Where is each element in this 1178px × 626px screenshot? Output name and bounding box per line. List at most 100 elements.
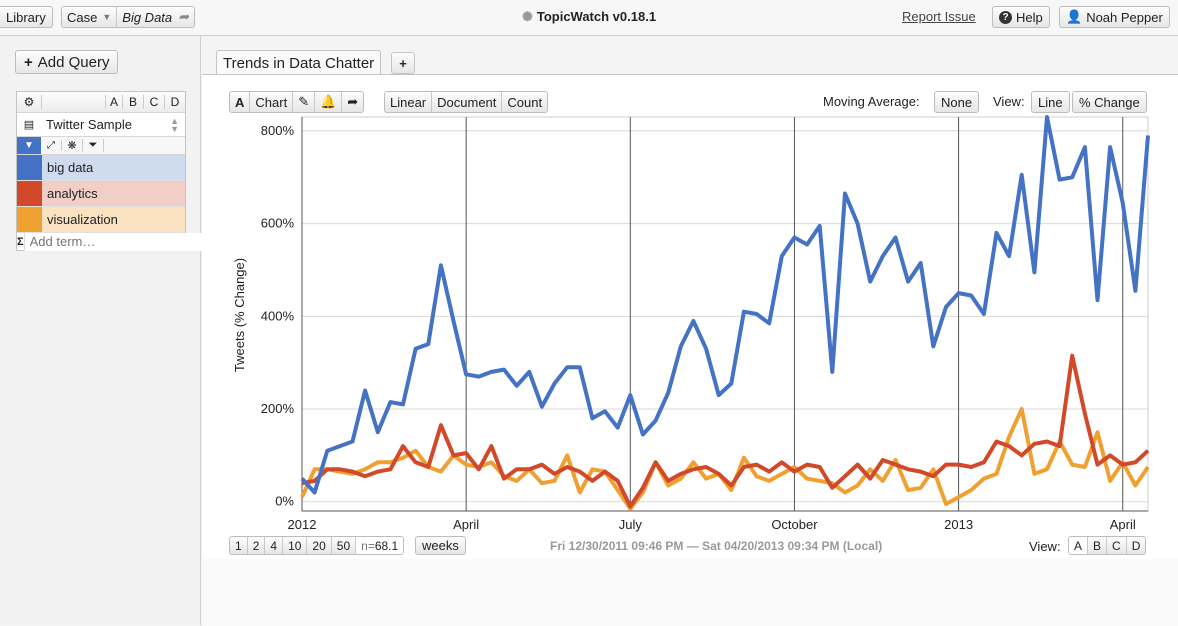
n-label: n= <box>361 538 375 553</box>
asterisk-icon[interactable]: ❋ <box>62 139 83 152</box>
term-label: analytics <box>47 186 98 201</box>
view-line-button[interactable]: Line <box>1031 91 1070 113</box>
chart-panel: A Chart ✎ 🔔 ➦ Linear Document Count Movi… <box>202 74 1178 626</box>
share-icon: ➦ <box>178 9 190 24</box>
chart-button[interactable]: Chart <box>249 92 292 112</box>
x-tick-label: April <box>453 517 479 532</box>
count-label: Count <box>507 94 543 110</box>
source-selector[interactable]: ▤ Twitter Sample ▲ ▼ <box>17 113 185 137</box>
case-name[interactable]: Big Data ➦ <box>116 7 194 27</box>
case-dropdown[interactable]: Case ▼ <box>62 7 116 27</box>
window-4-button[interactable]: 4 <box>264 537 282 554</box>
view-percent-change-button[interactable]: % Change <box>1072 91 1147 113</box>
source-name: Twitter Sample <box>46 117 132 132</box>
add-query-button[interactable]: + Add Query <box>15 50 119 74</box>
help-icon: ? <box>999 10 1012 24</box>
document-button[interactable]: Document <box>431 92 501 112</box>
filter-icon[interactable]: ⏷ <box>83 139 104 152</box>
window-n-field[interactable]: n= 68.1 <box>355 537 404 554</box>
term-row-visualization[interactable]: visualization <box>17 207 185 233</box>
window-1-button[interactable]: 1 <box>235 538 242 553</box>
column-c-button[interactable]: C <box>143 95 164 109</box>
gear-icon[interactable]: ⚙ <box>17 95 42 109</box>
overview-view-a-button[interactable]: A <box>1069 537 1088 554</box>
column-d-button[interactable]: D <box>164 95 185 109</box>
query-header: ⚙ A B C D <box>17 92 185 113</box>
collapse-chevron-icon[interactable]: ▼ <box>17 137 41 154</box>
scale-selector: Linear Document Count <box>384 91 549 113</box>
linear-button[interactable]: Linear <box>385 92 431 112</box>
overview-view-b-button[interactable]: B <box>1087 537 1106 554</box>
term-row-big-data[interactable]: big data <box>17 155 185 181</box>
overview-view-c-button[interactable]: C <box>1106 537 1126 554</box>
report-issue-link[interactable]: Report Issue <box>902 9 976 24</box>
linear-label: Linear <box>390 94 427 110</box>
sum-icon[interactable]: Σ <box>17 235 24 248</box>
series-line-analytics[interactable] <box>301 353 1150 509</box>
term-color-swatch[interactable] <box>17 155 42 180</box>
query-sidebar: + Add Query ⚙ A B C D ▤ Twitter Sample ▲ ▼… <box>0 36 208 625</box>
term-row-analytics[interactable]: analytics <box>17 181 185 207</box>
term-color-swatch[interactable] <box>17 207 42 232</box>
date-range: Fri 12/30/2011 09:46 PM — Sat 04/20/2013… <box>550 539 883 553</box>
column-b-button[interactable]: B <box>122 95 143 109</box>
share-icon[interactable]: ➦ <box>341 92 363 112</box>
overview-view-label: View: <box>1029 539 1061 554</box>
window-2-button[interactable]: 2 <box>246 537 265 554</box>
view-label: View: <box>993 94 1025 109</box>
database-icon: ▤ <box>23 119 35 131</box>
chart-label: Chart <box>255 94 288 110</box>
overview-view-d-button[interactable]: D <box>1125 537 1146 554</box>
window-10-button[interactable]: 10 <box>282 537 306 554</box>
series-line-big-data[interactable] <box>300 115 1150 495</box>
app-title-text: TopicWatch v0.18.1 <box>536 9 657 24</box>
weeks-unit-button[interactable]: weeks <box>415 536 466 555</box>
timeline-overview[interactable]: 200820102012 <box>202 559 1178 626</box>
term-tools-row: ▼ ⤢ ❋ ⏷ <box>17 137 185 155</box>
x-tick-label: October <box>771 517 818 532</box>
window-size-selector: 1 2 4 10 20 50 n= 68.1 <box>229 536 405 555</box>
x-tick-label: July <box>619 517 643 532</box>
count-button[interactable]: Count <box>501 92 547 112</box>
case-selector[interactable]: Case ▼ Big Data ➦ <box>61 6 196 28</box>
x-tick-label: April <box>1110 517 1136 532</box>
help-label: Help <box>1016 9 1043 25</box>
window-20-button[interactable]: 20 <box>306 537 330 554</box>
tab-title: Trends in Data Chatter <box>223 54 375 72</box>
moving-average-select[interactable]: None <box>934 91 980 113</box>
author-a-button[interactable]: A <box>230 92 249 112</box>
trend-chart[interactable]: 2012 April July October 2013 April 0%200%400%… <box>202 75 1178 626</box>
top-bar: Library Case ▼ Big Data ➦ ✺ TopicWatch v0.1… <box>0 0 1178 36</box>
case-name-label: Big Data <box>122 9 173 25</box>
bell-icon[interactable]: 🔔 <box>314 92 341 112</box>
document-label: Document <box>437 94 497 110</box>
query-box: ⚙ A B C D ▤ Twitter Sample ▲ ▼ ▼ ⤢ ❋ ⏷ bi… <box>16 91 208 251</box>
chart-tools: A Chart ✎ 🔔 ➦ <box>229 91 365 113</box>
term-color-swatch[interactable] <box>17 181 42 206</box>
user-name: Noah Pepper <box>1086 9 1163 25</box>
term-label: visualization <box>47 212 118 227</box>
add-term-row: Σ <box>17 232 208 251</box>
overview-background <box>202 559 1178 626</box>
wand-icon[interactable]: ⤢ <box>41 140 62 151</box>
library-button[interactable]: Library <box>0 6 53 28</box>
tab-trends[interactable]: Trends in Data Chatter <box>216 50 382 75</box>
pencil-icon[interactable]: ✎ <box>292 92 314 112</box>
author-a-label: A <box>235 94 245 110</box>
add-term-input[interactable] <box>23 232 208 251</box>
help-button[interactable]: ? Help <box>992 6 1050 28</box>
plus-icon: + <box>399 55 407 71</box>
y-tick-label: 0% <box>275 494 294 509</box>
user-menu-button[interactable]: 👤 Noah Pepper <box>1059 6 1170 28</box>
spinner-icon: ✺ <box>521 9 533 24</box>
window-50-button[interactable]: 50 <box>330 537 355 554</box>
y-tick-label: 400% <box>261 308 295 323</box>
x-tick-label: 2012 <box>288 517 317 532</box>
column-a-button[interactable]: A <box>105 95 122 109</box>
add-tab-button[interactable]: + <box>391 52 415 74</box>
y-tick-label: 200% <box>261 401 295 416</box>
updown-chevron-icon: ▲ ▼ <box>170 115 179 134</box>
plus-icon: + <box>24 53 33 71</box>
y-tick-label: 800% <box>261 123 295 138</box>
